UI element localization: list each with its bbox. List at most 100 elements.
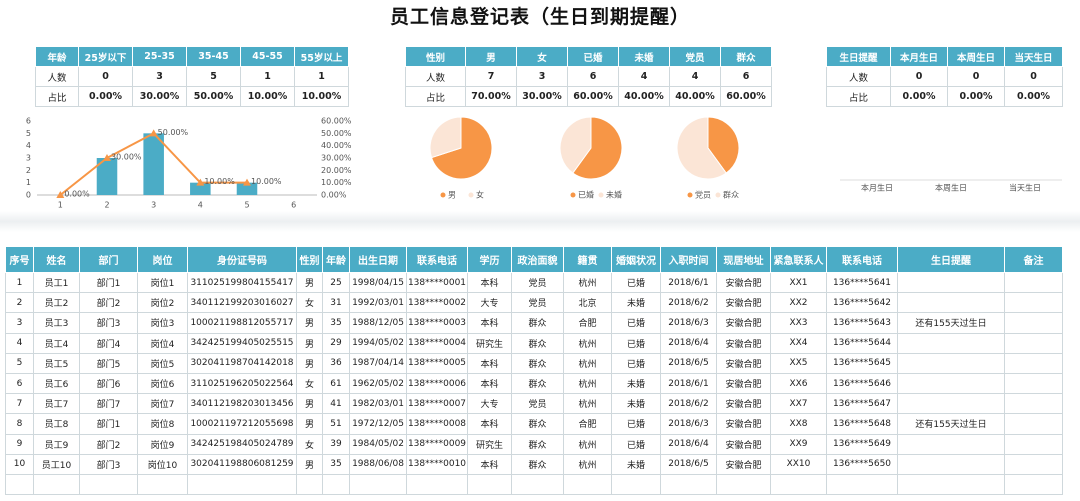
cell: 40.00%: [618, 86, 670, 107]
header-row: 序号 姓名 部门 岗位 身份证号码 性别 年龄 出生日期 联系电话 学历 政治面貌 籍贯 婚姻状况 入职时…: [5, 246, 1063, 273]
cell: 安徽合肥: [716, 433, 771, 455]
y-tick-label: 2: [26, 166, 31, 175]
row: 4 员工4 部门4 岗位4 342425199405025515 男 29 1994/05/0…: [5, 332, 1063, 354]
cell: 35: [322, 312, 350, 334]
cell: 人数: [826, 66, 891, 87]
cell: 1988/06/08: [349, 453, 407, 475]
cell: 2018/6/1: [660, 271, 717, 294]
header-cell: 本周生日: [947, 46, 1005, 67]
cell: 部门6: [79, 372, 138, 395]
cell: 合肥: [563, 413, 612, 435]
x-tick-label: 1: [58, 201, 63, 210]
cell: 部门1: [79, 271, 138, 294]
cell: [1004, 332, 1063, 354]
cell: [897, 473, 1005, 496]
row: 6 员工6 部门6 岗位6 311025196205022564 女 61 1962/05/0…: [5, 372, 1063, 395]
data-label: 10.00%: [251, 177, 282, 186]
cell: 部门2: [79, 433, 138, 455]
legend-swatch: [715, 192, 721, 198]
cell: 1994/05/02: [349, 332, 407, 354]
cell: 党员: [511, 292, 564, 314]
cell: 0: [1004, 66, 1063, 87]
header-cell: 现居地址: [716, 246, 771, 273]
cell: 2018/6/3: [660, 413, 717, 435]
legend-swatch: [598, 192, 604, 198]
y2-tick-label: 20.00%: [321, 166, 352, 175]
header-cell: 当天生日: [1004, 46, 1063, 67]
cell: 群众: [511, 413, 564, 435]
header-cell: 婚姻状况: [611, 246, 661, 273]
cell: 50.00%: [186, 86, 241, 107]
cell: 3: [516, 66, 568, 87]
cell: [187, 473, 297, 496]
cell: [1004, 473, 1063, 496]
header-cell: 籍贯: [563, 246, 612, 273]
cell: 党员: [511, 393, 564, 415]
cell: 员工1: [33, 271, 80, 294]
cell: 51: [322, 413, 350, 435]
pie-slice: [676, 116, 727, 180]
cell: [1004, 433, 1063, 455]
pie-slice: [430, 116, 493, 180]
cell: 136****5644: [826, 332, 898, 354]
cell: 杭州: [563, 332, 612, 354]
legend-swatch: [570, 192, 576, 198]
row: 3 员工3 部门3 岗位3 100021198812055717 男 35 1988/12/0…: [5, 312, 1063, 334]
cell: 0.00%: [78, 86, 133, 107]
cell: XX2: [770, 292, 827, 314]
cell: 1: [294, 66, 349, 87]
cell: [1004, 413, 1063, 435]
cell: 部门3: [79, 312, 138, 334]
cell: [467, 473, 512, 496]
cell: 安徽合肥: [716, 393, 771, 415]
cell: 302041198704142018: [187, 352, 297, 374]
cell: 员工7: [33, 393, 80, 415]
cell: 2018/6/3: [660, 312, 717, 334]
row: 占比 70.00% 30.00% 60.00% 40.00% 40.00% 60.00%: [405, 86, 772, 107]
cell: 群众: [511, 352, 564, 374]
legend-label: 已婚: [578, 190, 594, 200]
header-cell: 55岁以上: [294, 46, 349, 67]
cell: 311025199804155417: [187, 271, 297, 294]
y2-tick-label: 40.00%: [321, 141, 352, 150]
cell: 2: [5, 292, 34, 314]
header-cell: 姓名: [33, 246, 80, 273]
cell: XX8: [770, 413, 827, 435]
cell: XX7: [770, 393, 827, 415]
cell: 未婚: [611, 372, 661, 395]
cell: 未婚: [611, 292, 661, 314]
bar: [236, 182, 258, 195]
cell: 39: [322, 433, 350, 455]
row: 5 员工5 部门5 岗位5 302041198704142018 男 36 1987/04/1…: [5, 352, 1063, 374]
cell: 岗位6: [137, 372, 188, 395]
cell: 41: [322, 393, 350, 415]
cell: 部门4: [79, 332, 138, 354]
cell: XX9: [770, 433, 827, 455]
cell: [611, 473, 661, 496]
cell: [406, 473, 468, 496]
data-table: 年龄 25岁以下 25-35 35-45 45-55 55岁以上 人数 0 3 5 1 1 占比 0.00…: [35, 46, 349, 107]
row: 占比 0.00% 0.00% 0.00%: [826, 86, 1063, 107]
pie-slice: [429, 116, 462, 159]
cell: 2018/6/4: [660, 332, 717, 354]
cell: 138****0001: [406, 271, 468, 294]
legend-label: 女: [476, 190, 484, 200]
bar: [190, 182, 211, 195]
cell: 未婚: [611, 453, 661, 475]
header-cell: 性别: [405, 46, 466, 67]
cell: 100021197212055698: [187, 413, 297, 435]
x-tick-label: 本月生日: [861, 183, 893, 193]
cell: 北京: [563, 292, 612, 314]
cell: 136****5648: [826, 413, 898, 435]
cell: 研究生: [467, 433, 512, 455]
header-cell: 身份证号码: [187, 246, 297, 273]
cell: 员工3: [33, 312, 80, 334]
bar: [96, 158, 118, 195]
cell: 1: [5, 271, 34, 294]
cell: 人数: [405, 66, 466, 87]
cell: 已婚: [611, 312, 661, 334]
cell: 30.00%: [516, 86, 568, 107]
row: 人数 7 3 6 4 4 6: [405, 66, 772, 87]
